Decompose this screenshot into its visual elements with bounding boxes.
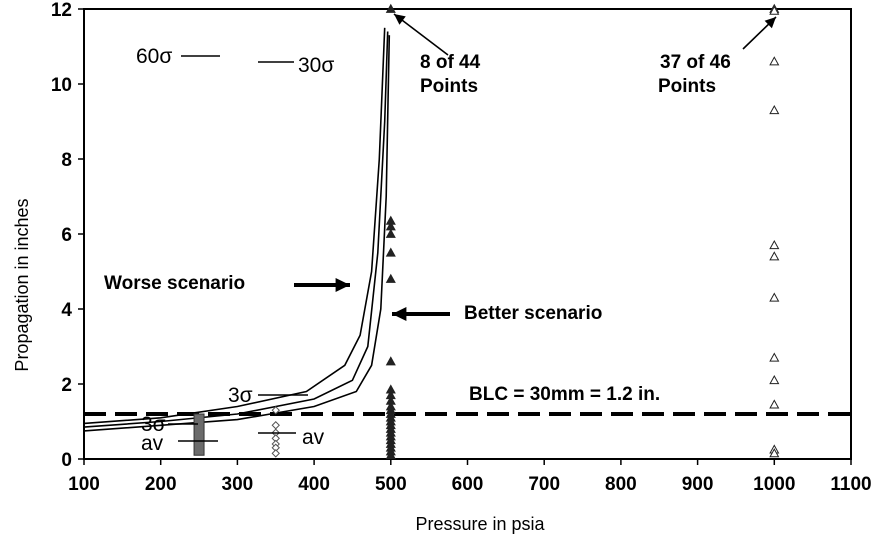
data-point-500 xyxy=(385,247,396,257)
av-label-left: av xyxy=(141,432,164,455)
worse-scenario-label: Worse scenario xyxy=(104,273,245,294)
better-scenario-arrow-head xyxy=(392,307,407,321)
x-tick-label: 900 xyxy=(682,474,714,495)
data-point-1000 xyxy=(769,105,780,115)
sigma-60-label: 60σ xyxy=(136,45,172,68)
x-axis-ticks: 100 200 300 400 500 600 700 800 900 1000 1100 xyxy=(68,459,872,495)
x-tick-label: 500 xyxy=(375,474,407,495)
data-point-350 xyxy=(271,421,280,430)
data-point-500 xyxy=(385,356,396,366)
points-500-arrow xyxy=(393,13,449,56)
data-point-1000 xyxy=(769,448,780,458)
x-tick-label: 700 xyxy=(528,474,560,495)
x-tick-label: 1000 xyxy=(753,474,795,495)
y-tick-label: 2 xyxy=(61,375,72,396)
data-point-1000 xyxy=(769,56,780,66)
data-point-1000 xyxy=(769,251,780,261)
blc-label: BLC = 30mm = 1.2 in. xyxy=(469,384,660,405)
scenario-curve-1 xyxy=(83,27,386,425)
y-tick-label: 10 xyxy=(51,75,72,96)
points-1000-label-line2: Points xyxy=(658,76,716,97)
y-tick-label: 4 xyxy=(61,300,72,321)
points-500-label-line2: Points xyxy=(420,76,478,97)
sigma-3-label-lower: 3σ xyxy=(141,413,166,436)
data-point-1000 xyxy=(769,292,780,302)
points-500-label-line1: 8 of 44 xyxy=(420,52,481,73)
x-tick-label: 600 xyxy=(452,474,484,495)
scenario-curve-3 xyxy=(83,35,391,432)
data-point-500 xyxy=(385,3,396,13)
x-axis-title: Pressure in psia xyxy=(415,514,545,534)
data-point-350 xyxy=(271,406,280,415)
better-scenario-label: Better scenario xyxy=(464,303,602,324)
points-1000-arrow-head xyxy=(764,17,776,29)
y-axis-title: Propagation in inches xyxy=(12,198,32,371)
data-point-500 xyxy=(385,273,396,283)
data-point-500 xyxy=(385,450,396,460)
x-tick-label: 800 xyxy=(605,474,637,495)
worse-scenario-arrow-head xyxy=(335,278,350,292)
data-point-1000 xyxy=(769,352,780,362)
data-point-350 xyxy=(271,449,280,458)
data-bar-250 xyxy=(193,413,205,456)
x-tick-label: 1100 xyxy=(830,474,871,495)
x-tick-label: 400 xyxy=(298,474,330,495)
data-markers xyxy=(193,3,780,460)
annotations: 8 of 44 Points 37 of 46 Points Worse sce… xyxy=(104,13,777,455)
y-tick-label: 0 xyxy=(61,450,72,471)
y-axis-ticks: 0 2 4 6 8 10 12 xyxy=(51,0,84,471)
data-point-1000 xyxy=(769,240,780,250)
scenario-curve-2 xyxy=(83,31,389,428)
x-tick-label: 200 xyxy=(145,474,177,495)
x-tick-label: 300 xyxy=(222,474,254,495)
sigma-30-label: 30σ xyxy=(298,54,334,77)
y-tick-label: 8 xyxy=(61,150,72,171)
scenario-curves xyxy=(83,27,391,432)
y-tick-label: 6 xyxy=(61,225,72,246)
x-tick-label: 100 xyxy=(68,474,100,495)
points-1000-label-line1: 37 of 46 xyxy=(660,52,731,73)
points-500-arrow-head xyxy=(394,14,406,25)
data-point-1000 xyxy=(769,375,780,385)
data-point-1000 xyxy=(769,5,780,15)
sigma-3-label-upper: 3σ xyxy=(228,384,253,407)
data-point-1000 xyxy=(769,399,780,409)
y-tick-label: 12 xyxy=(51,0,72,21)
av-label-right: av xyxy=(302,426,325,449)
data-point-500 xyxy=(385,228,396,238)
